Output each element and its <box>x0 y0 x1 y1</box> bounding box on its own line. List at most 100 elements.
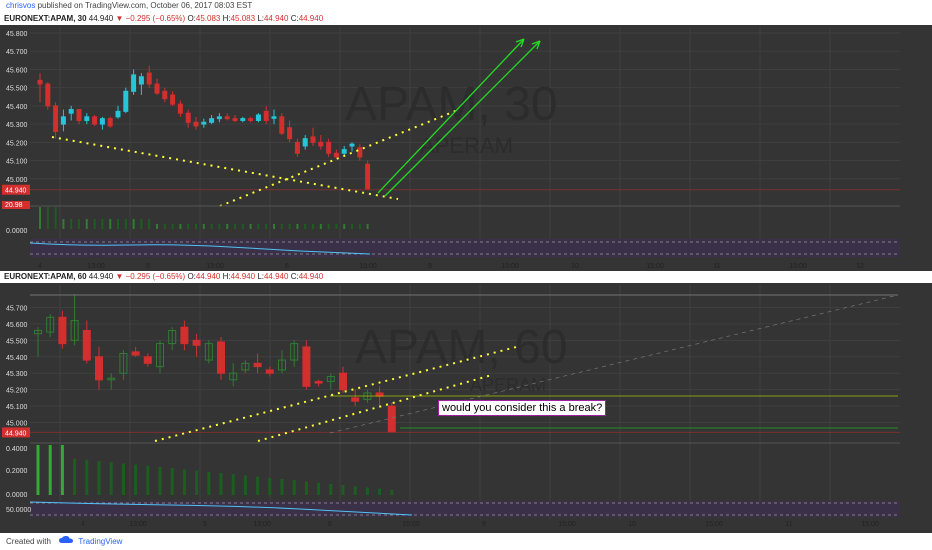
y-tick-label: 45.400 <box>6 355 28 362</box>
x-tick-label: 13:00 <box>253 521 271 528</box>
volume-bar <box>146 465 150 495</box>
tradingview-brand[interactable]: TradingView <box>78 537 123 546</box>
candle-body <box>138 76 144 85</box>
candle-body <box>68 109 74 114</box>
x-tick-label: 12 <box>856 263 864 270</box>
x-tick-label: 15:00 <box>861 521 879 528</box>
candle-body <box>302 346 311 387</box>
candle-body <box>253 362 262 368</box>
y-tick-label: 45.100 <box>6 159 28 166</box>
top-o-label: O: <box>187 14 196 23</box>
volume-bar <box>335 224 338 229</box>
candle-body <box>185 112 191 123</box>
bottom-h: 44.940 <box>230 272 256 281</box>
y-tick-label: 45.300 <box>6 122 28 129</box>
bottom-o-label: O: <box>187 272 196 281</box>
candle-body <box>290 343 299 361</box>
volume-bar <box>366 224 369 229</box>
x-tick-label: 5 <box>203 521 207 528</box>
sub-axis-label: 0.0000 <box>6 228 28 235</box>
watermark-sub: APERAM <box>420 133 513 158</box>
x-tick-label: 9 <box>482 521 486 528</box>
x-tick-label: 4 <box>81 521 85 528</box>
trend-line-lower <box>51 136 399 200</box>
candle-body <box>82 329 91 361</box>
x-tick-label: 15:00 <box>646 263 664 270</box>
candle-body <box>119 352 128 374</box>
x-tick-label: 5 <box>146 263 150 270</box>
volume-bar <box>280 479 284 495</box>
volume-bar <box>46 207 49 229</box>
volume-bar <box>234 224 236 229</box>
top-o: 45.083 <box>195 14 221 23</box>
watermark-sub: APERAM <box>470 375 546 395</box>
candle-body <box>60 116 66 125</box>
price-tag-label: 44.940 <box>5 430 27 437</box>
candle-body <box>248 118 254 121</box>
x-tick-label: 11 <box>713 263 720 270</box>
top-l: 44.940 <box>263 14 289 23</box>
watermark: APAM, 30 <box>345 78 558 131</box>
footer: Created with TradingView <box>0 533 932 550</box>
volume-bar <box>241 224 244 229</box>
y-tick-label: 45.700 <box>6 305 28 312</box>
candle-body <box>224 116 230 120</box>
y-tick-label: 45.600 <box>6 322 28 329</box>
x-tick-label: 15:00 <box>402 521 420 528</box>
vol-tick-label: 0.4000 <box>6 446 28 453</box>
candle-body <box>279 116 285 134</box>
candle-body <box>168 329 177 345</box>
volume-bar <box>268 477 272 495</box>
arrow-head-2 <box>531 40 541 50</box>
candle-body <box>351 397 360 402</box>
candle-body <box>357 147 363 158</box>
candle-body <box>92 116 98 125</box>
candle-body <box>339 372 347 391</box>
candle-body <box>271 116 277 119</box>
x-tick-label: 15:00 <box>558 521 576 528</box>
y-tick-label: 45.800 <box>6 31 28 38</box>
top-l-label: L: <box>257 14 264 23</box>
x-tick-label: 6 <box>328 521 332 528</box>
chart-annotation[interactable]: would you consider this a break? <box>438 400 607 416</box>
price-tag <box>2 427 30 438</box>
bottom-c-label: C: <box>290 272 299 281</box>
vol-tick-label: 0.2000 <box>6 468 28 475</box>
candle-body <box>240 118 246 121</box>
volume-bar <box>273 224 275 229</box>
volume-bar <box>85 219 88 229</box>
volume-bar <box>60 445 64 495</box>
author-link[interactable]: chrisvos <box>6 1 36 10</box>
bottom-symbol: EURONEXT:APAM, 60 <box>4 272 87 281</box>
volume-bar <box>226 224 229 229</box>
bottom-c: 44.940 <box>298 272 324 281</box>
candle-body <box>84 116 90 121</box>
candle-body <box>193 121 199 127</box>
projection-arrow-2 <box>384 40 541 197</box>
volume-bar <box>117 219 119 229</box>
volume-bar <box>93 219 96 229</box>
candle-body <box>156 343 164 368</box>
vol-tag-label: 20.98 <box>5 202 23 209</box>
top-symbol-line: EURONEXT:APAM, 30 44.940 ▼ −0.295 (−0.65… <box>0 13 323 25</box>
candle-body <box>162 90 168 100</box>
volume-bar <box>351 224 353 229</box>
candle-body <box>278 359 286 371</box>
chart-background <box>0 25 932 271</box>
candle-body <box>365 163 371 191</box>
candle-body <box>45 83 51 107</box>
osc-axis-label: 50.0000 <box>6 507 31 514</box>
top-chart[interactable]: 45.800 45.700 45.600 45.500 45.400 45.300 45.2… <box>0 25 932 271</box>
candle-body <box>115 110 121 118</box>
candle-body <box>310 136 316 143</box>
vol-tick-label: 0.0000 <box>6 492 28 499</box>
top-c-label: C: <box>290 14 299 23</box>
volume-bar <box>288 224 291 229</box>
bottom-change: ▼ −0.295 (−0.65%) <box>115 272 186 281</box>
publish-header: chrisvos published on TradingView.com, O… <box>0 0 932 12</box>
candle-body <box>95 356 103 381</box>
candle-body <box>131 74 137 92</box>
volume-bar <box>358 224 361 229</box>
candle-body <box>131 351 140 356</box>
volume-bar <box>292 480 296 495</box>
